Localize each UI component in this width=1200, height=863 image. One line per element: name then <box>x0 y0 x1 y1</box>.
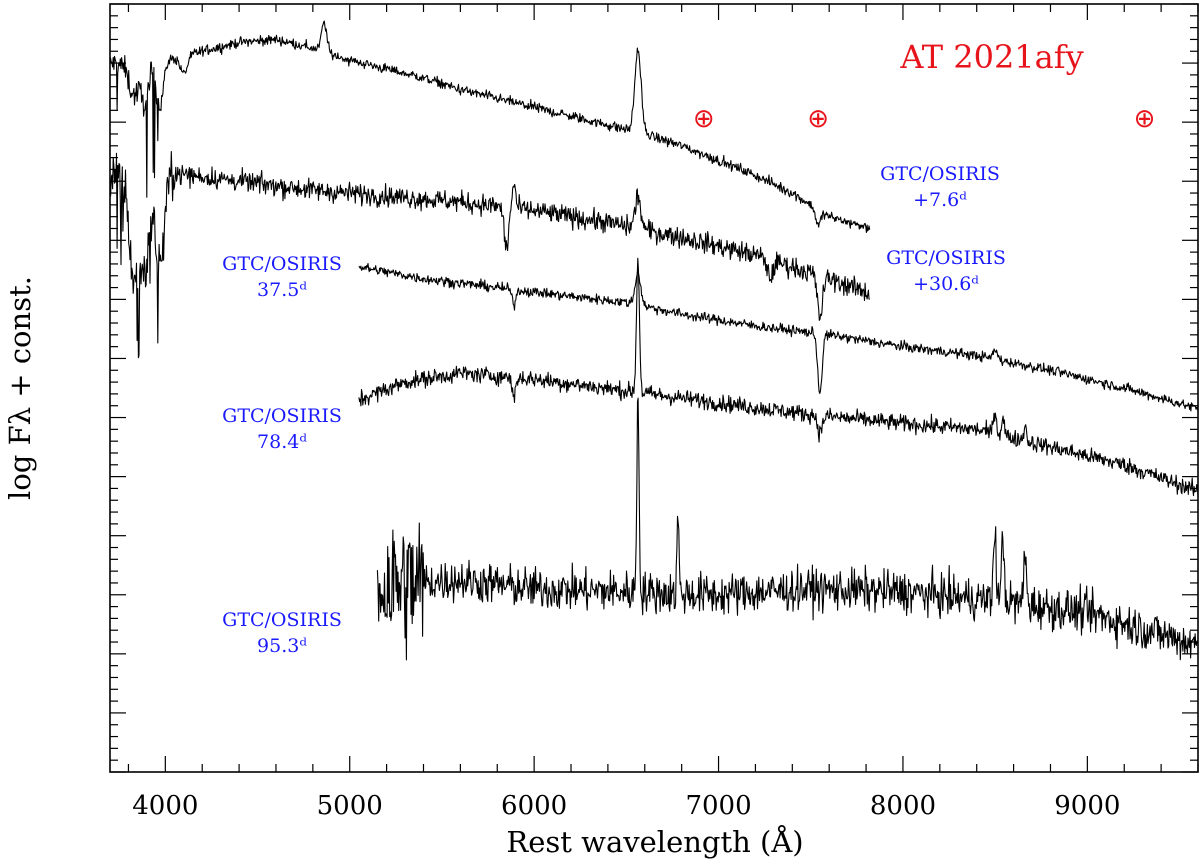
label-s1-line1: GTC/OSIRIS <box>880 163 1000 185</box>
label-s5-line1: GTC/OSIRIS <box>222 609 342 631</box>
telluric-markers: ⊕ ⊕ ⊕ <box>693 104 1156 134</box>
plot-frame <box>109 3 1199 773</box>
x-tick-label: 7000 <box>685 791 751 821</box>
x-tick-labels: 4000 5000 6000 7000 8000 9000 <box>132 791 1120 821</box>
x-tick-label: 4000 <box>132 791 198 821</box>
spectrum-line-5 <box>376 397 1198 661</box>
label-s3-line1: GTC/OSIRIS <box>222 253 342 275</box>
spectrum-line-1 <box>110 20 871 234</box>
spectrum-line-4 <box>358 257 1198 497</box>
label-s3-line2: 37.5ᵈ <box>257 279 307 301</box>
label-s5-line2: 95.3ᵈ <box>257 635 307 657</box>
spectra-series <box>110 20 1198 661</box>
y-axis-label: log Fλ + const. <box>3 276 37 500</box>
label-s1-line2: +7.6ᵈ <box>913 189 967 211</box>
label-s2-line1: GTC/OSIRIS <box>886 247 1006 269</box>
x-tick-label: 9000 <box>1054 791 1120 821</box>
x-tick-label: 5000 <box>317 791 383 821</box>
spectrum-line-2 <box>110 151 870 359</box>
telluric-marker-icon: ⊕ <box>1134 104 1156 134</box>
x-tick-label: 6000 <box>501 791 567 821</box>
label-s2-line2: +30.6ᵈ <box>913 273 979 295</box>
telluric-marker-icon: ⊕ <box>693 104 715 134</box>
axis-ticks <box>110 3 1199 773</box>
spectrum-labels: GTC/OSIRIS +7.6ᵈ GTC/OSIRIS +30.6ᵈ GTC/O… <box>222 163 1006 657</box>
label-s4-line2: 78.4ᵈ <box>257 431 307 453</box>
label-s4-line1: GTC/OSIRIS <box>222 405 342 427</box>
telluric-marker-icon: ⊕ <box>807 104 829 134</box>
x-tick-label: 8000 <box>870 791 936 821</box>
spectrum-line-3 <box>358 262 1198 412</box>
chart-title: AT 2021afy <box>899 38 1083 76</box>
x-axis-label: Rest wavelength (Å) <box>506 824 803 859</box>
